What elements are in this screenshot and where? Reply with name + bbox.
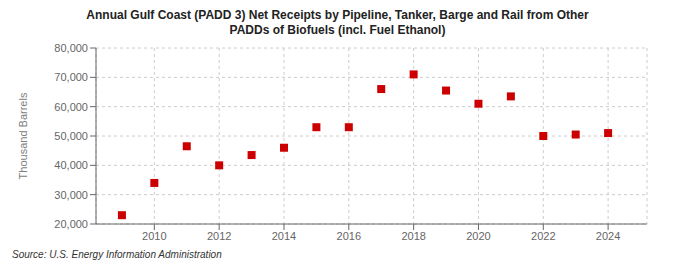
html-text:PADDs of Biofuels (incl. Fuel: PADDs of Biofuels (incl. Fuel Ethanol) bbox=[229, 23, 446, 37]
svg-text:50,000: 50,000 bbox=[54, 130, 88, 142]
svg-text:2020: 2020 bbox=[466, 230, 490, 242]
svg-text:80,000: 80,000 bbox=[54, 42, 88, 54]
svg-text:2018: 2018 bbox=[401, 230, 425, 242]
svg-text:2010: 2010 bbox=[142, 230, 166, 242]
svg-text:Thousand Barrels: Thousand Barrels bbox=[17, 92, 29, 179]
svg-text:2022: 2022 bbox=[531, 230, 555, 242]
svg-text:40,000: 40,000 bbox=[54, 159, 88, 171]
svg-text:2016: 2016 bbox=[337, 230, 361, 242]
svg-text:2012: 2012 bbox=[207, 230, 231, 242]
svg-text:2014: 2014 bbox=[272, 230, 296, 242]
svg-text:2024: 2024 bbox=[596, 230, 620, 242]
svg-text:60,000: 60,000 bbox=[54, 101, 88, 113]
svg-text:20,000: 20,000 bbox=[54, 218, 88, 230]
html-text:Annual Gulf Coast (PADD 3) Net: Annual Gulf Coast (PADD 3) Net Receipts … bbox=[86, 8, 589, 22]
svg-text:30,000: 30,000 bbox=[54, 189, 88, 201]
svg-text:70,000: 70,000 bbox=[54, 71, 88, 83]
html-text:Source: U.S. Energy Informatio: Source: U.S. Energy Information Administ… bbox=[12, 249, 222, 260]
